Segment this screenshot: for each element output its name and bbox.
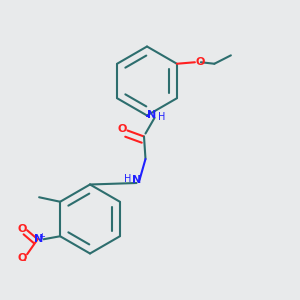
Text: +: + [38,232,45,241]
Text: -: - [23,255,26,265]
Text: O: O [117,124,127,134]
Text: O: O [196,57,205,67]
Text: H: H [124,173,131,184]
Text: N: N [34,234,43,244]
Text: O: O [17,253,26,263]
Text: H: H [158,112,166,122]
Text: N: N [132,175,141,185]
Text: N: N [147,110,156,121]
Text: O: O [17,224,26,234]
